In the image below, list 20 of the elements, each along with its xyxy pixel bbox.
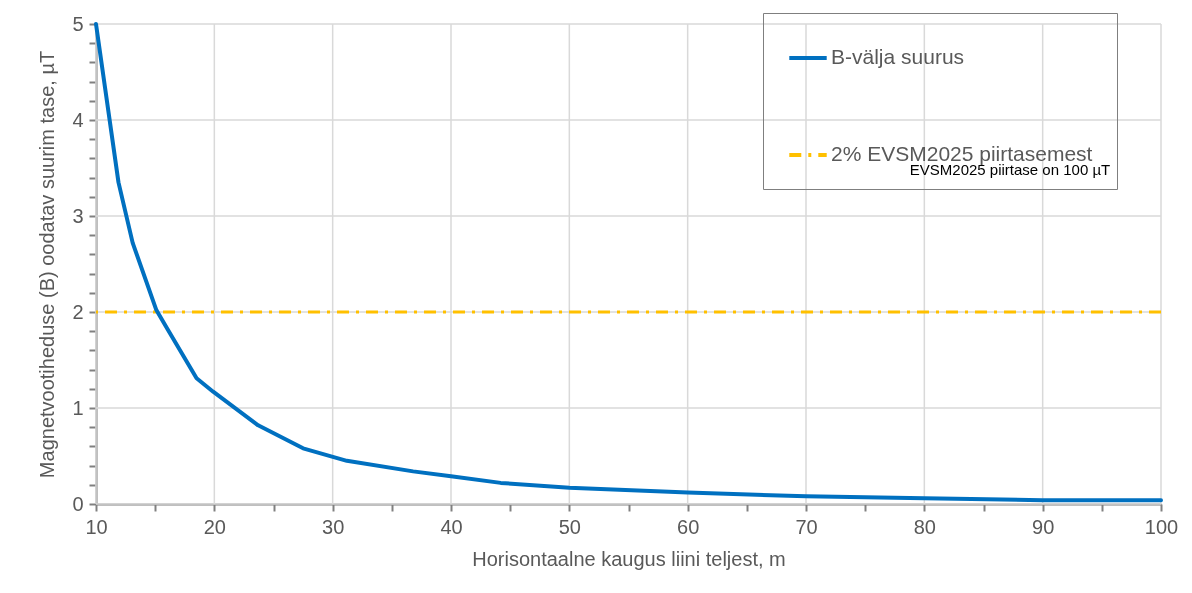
x-tick-label: 70 xyxy=(795,515,818,538)
x-tick-label: 10 xyxy=(85,515,108,538)
x-tick-label: 60 xyxy=(677,515,700,538)
y-axis-title: Magnetvootiheduse (B) oodatav suurim tase, µT xyxy=(36,50,59,479)
legend-label: 2% EVSM2025 piirtasemest xyxy=(831,142,1093,165)
y-tick-label: 2 xyxy=(72,300,84,323)
x-tick-label: 90 xyxy=(1032,515,1055,538)
y-tick-label: 0 xyxy=(72,492,84,515)
y-tick-label: 3 xyxy=(72,204,84,227)
y-tick-label: 5 xyxy=(72,12,84,35)
y-tick-label: 1 xyxy=(72,396,84,419)
x-tick-label: 20 xyxy=(203,515,226,538)
x-tick-label: 30 xyxy=(322,515,345,538)
x-tick-label: 40 xyxy=(440,515,463,538)
x-tick-label: 80 xyxy=(913,515,936,538)
x-tick-label: 50 xyxy=(558,515,581,538)
y-tick-label: 4 xyxy=(72,108,84,131)
x-axis-title: Horisontaalne kaugus liini teljest, m xyxy=(472,547,786,570)
x-tick-label: 100 xyxy=(1144,515,1179,538)
legend-label: B-välja suurus xyxy=(831,45,965,68)
